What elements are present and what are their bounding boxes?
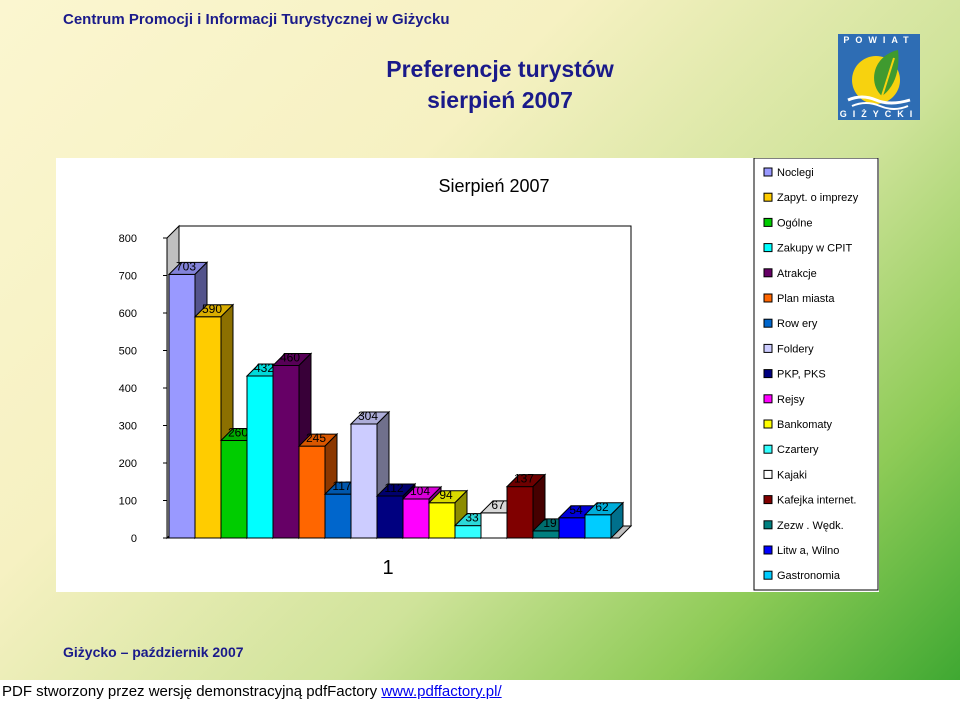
legend-item-label: Plan miasta <box>777 293 835 305</box>
y-tick-label: 200 <box>119 458 137 470</box>
bar-front-1[interactable] <box>168 273 196 539</box>
bar-value-label: 117 <box>332 479 351 493</box>
legend-item-label: Czartery <box>777 444 819 456</box>
chart-legend <box>753 158 879 591</box>
org-title: Centrum Promocji i Informacji Turystyczn… <box>63 11 450 28</box>
bar-value-label: 137 <box>514 472 534 486</box>
legend-swatch <box>763 318 773 328</box>
pdf-notice-text: PDF stworzony przez wersję demonstracyjn… <box>2 683 378 700</box>
bar-value-label: 590 <box>202 302 222 316</box>
bar-value-label: 104 <box>410 484 430 498</box>
y-tick-label: 600 <box>119 308 137 320</box>
pdffactory-link[interactable]: www.pdffactory.pl/ <box>381 683 502 700</box>
y-tick-label: 0 <box>131 533 137 545</box>
bar-front-6[interactable] <box>298 445 326 539</box>
chart-panel: Sierpień 2007 0 100 200 300 400 500 600 700 800 70… <box>56 158 879 592</box>
bar-front-17[interactable] <box>584 514 612 539</box>
bar-front-2[interactable] <box>194 316 222 539</box>
bar-front-9[interactable] <box>376 495 404 539</box>
legend-item-label: Noclegi <box>777 167 814 179</box>
y-tick-label: 300 <box>119 421 137 433</box>
legend-swatch <box>763 394 773 404</box>
legend-item-label: Foldery <box>777 343 814 355</box>
legend-item-label: Ogólne <box>777 217 812 229</box>
legend-swatch <box>763 570 773 580</box>
bar-value-label: 54 <box>569 503 583 517</box>
pdf-notice-bar: PDF stworzony przez wersję demonstracyjn… <box>0 680 960 703</box>
y-tick-label: 700 <box>119 271 137 283</box>
y-tick-label: 500 <box>119 346 137 358</box>
page-title: Preferencje turystów sierpień 2007 <box>300 54 700 116</box>
page-title-line-1: Preferencje turystów <box>386 56 614 82</box>
footer-date: Giżycko – październik 2007 <box>63 644 244 660</box>
legend-swatch <box>763 545 773 555</box>
legend-swatch <box>763 293 773 303</box>
logo-bottom-text: GIŻYCKI <box>839 109 919 119</box>
legend-swatch <box>763 369 773 379</box>
bar-front-12[interactable] <box>454 525 482 539</box>
chart-title: Sierpień 2007 <box>438 176 549 196</box>
legend-swatch <box>763 167 773 177</box>
bar-value-label: 33 <box>465 511 479 525</box>
bar-front-10[interactable] <box>402 498 430 539</box>
legend-swatch <box>763 192 773 202</box>
legend-swatch <box>763 419 773 429</box>
legend-item-label: Zezw . Wędk. <box>777 520 844 532</box>
legend-swatch <box>763 495 773 505</box>
bar-value-label: 432 <box>254 361 274 375</box>
powiat-gizycki-logo: POWIAT GIŻYCKI <box>838 34 920 120</box>
logo-emblem <box>847 50 911 110</box>
y-tick-label: 400 <box>119 383 137 395</box>
legend-swatch <box>763 217 773 227</box>
legend-item-label: Gastronomia <box>777 570 841 582</box>
bar-value-label: 703 <box>176 259 196 273</box>
legend-item-label: Litw a, Wilno <box>777 545 839 557</box>
legend-swatch <box>763 520 773 530</box>
bar-front-5[interactable] <box>272 365 300 539</box>
legend-item-label: Zapyt. o imprezy <box>777 192 859 204</box>
legend-item-label: Kafejka internet. <box>777 495 857 507</box>
logo-wave-1 <box>847 95 911 105</box>
bar-front-11[interactable] <box>428 502 456 539</box>
bar-value-label: 460 <box>280 351 300 365</box>
legend-item-label: Bankomaty <box>777 419 833 431</box>
slide-background: Centrum Promocji i Informacji Turystyczn… <box>0 0 960 680</box>
bar-value-label: 94 <box>439 488 453 502</box>
bar-value-label: 19 <box>543 516 557 530</box>
bar-front-16[interactable] <box>558 517 586 539</box>
bar-front-7[interactable] <box>324 493 352 539</box>
legend-item-label: Zakupy w CPIT <box>777 243 852 255</box>
logo-leaf-vein <box>881 57 895 97</box>
bar-front-13[interactable] <box>480 512 508 539</box>
legend-item-label: Kajaki <box>777 469 807 481</box>
bar-side-17 <box>610 501 624 540</box>
bar-front-3[interactable] <box>220 440 248 539</box>
logo-top-text: POWIAT <box>843 35 915 45</box>
bar-front-8[interactable] <box>350 423 378 539</box>
legend-swatch <box>763 343 773 353</box>
bar-value-label: 112 <box>384 481 403 495</box>
bar-value-label: 62 <box>595 500 609 514</box>
bar-front-15[interactable] <box>532 530 560 539</box>
legend-swatch <box>763 243 773 253</box>
y-tick-label: 100 <box>119 496 137 508</box>
bar-value-label: 67 <box>491 498 505 512</box>
page-title-line-2: sierpień 2007 <box>427 87 573 113</box>
bar-value-label: 260 <box>228 426 248 440</box>
x-category-label: 1 <box>382 557 393 579</box>
legend-swatch <box>763 444 773 454</box>
bar-value-label: 245 <box>306 431 326 445</box>
legend-swatch <box>763 268 773 278</box>
legend-item-label: PKP, PKS <box>777 369 826 381</box>
legend-item-label: Row ery <box>777 318 818 330</box>
legend-item-label: Atrakcje <box>777 268 817 280</box>
legend-swatch <box>763 469 773 479</box>
y-tick-label: 800 <box>119 233 137 245</box>
logo-wave-2 <box>851 102 909 110</box>
bar-front-14[interactable] <box>506 486 534 539</box>
bar-front-4[interactable] <box>246 375 274 539</box>
bar-chart: Sierpień 2007 0 100 200 300 400 500 600 700 800 70… <box>119 158 879 591</box>
legend-item-label: Rejsy <box>777 394 805 406</box>
bar-value-label: 304 <box>358 409 378 423</box>
